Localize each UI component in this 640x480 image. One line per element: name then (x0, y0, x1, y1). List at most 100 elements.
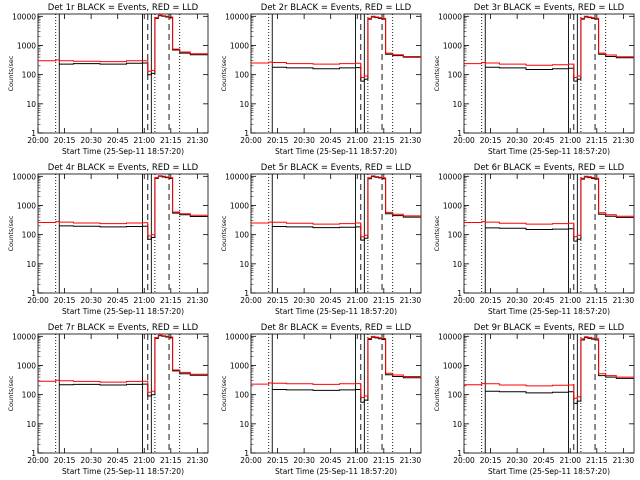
x-tick-label: 21:00 (133, 136, 155, 145)
y-axis-label: Counts/sec (433, 215, 441, 251)
panel-title: Det 2r BLACK = Events, RED = LLD (261, 3, 412, 13)
lld-series-line (251, 15, 421, 78)
y-tick-label: 1 (457, 449, 462, 458)
x-axis-label: Start Time (25-Sep-11 18:57:20) (488, 147, 610, 156)
y-tick-label: 1 (31, 129, 36, 138)
x-tick-label: 20:15 (267, 296, 289, 305)
plot-area (38, 174, 208, 293)
x-tick-label: 20:00 (27, 456, 49, 465)
plot-area (38, 14, 208, 133)
x-tick-label: 20:00 (27, 136, 49, 145)
y-tick-label: 10000 (438, 12, 462, 21)
x-tick-label: 21:15 (586, 296, 608, 305)
plot-frame (37, 333, 209, 454)
y-tick-label: 1000 (443, 41, 462, 50)
panel-title: Det 8r BLACK = Events, RED = LLD (261, 323, 412, 333)
y-tick-label: 10 (26, 420, 36, 429)
x-tick-label: 20:45 (533, 136, 555, 145)
x-tick-label: 20:15 (54, 456, 76, 465)
panel-title: Det 5r BLACK = Events, RED = LLD (261, 163, 412, 173)
y-tick-label: 1000 (230, 361, 249, 370)
x-tick-label: 20:45 (320, 456, 342, 465)
x-tick-label: 20:30 (293, 456, 315, 465)
plot-frame (463, 13, 635, 134)
x-tick-label: 20:15 (480, 296, 502, 305)
x-tick-label: 20:30 (506, 296, 528, 305)
y-tick-label: 100 (235, 391, 250, 400)
y-tick-label: 1000 (17, 201, 36, 210)
y-tick-label: 1000 (230, 201, 249, 210)
x-tick-label: 20:45 (533, 296, 555, 305)
plot-area (251, 334, 421, 453)
y-tick-label: 10000 (225, 172, 249, 181)
y-tick-label: 10000 (225, 332, 249, 341)
x-tick-label: 21:15 (160, 456, 182, 465)
x-axis-label: Start Time (25-Sep-11 18:57:20) (275, 307, 397, 316)
x-tick-label: 20:30 (80, 296, 102, 305)
y-tick-label: 10000 (438, 332, 462, 341)
x-tick-label: 21:00 (133, 296, 155, 305)
lld-series-line (251, 335, 421, 398)
y-axis-label: Counts/sec (7, 375, 15, 411)
y-tick-label: 1 (31, 289, 36, 298)
x-tick-label: 20:30 (293, 136, 315, 145)
x-tick-label: 20:15 (267, 456, 289, 465)
y-tick-label: 10 (452, 260, 462, 269)
y-tick-label: 10 (26, 100, 36, 109)
x-tick-label: 21:15 (586, 136, 608, 145)
x-tick-label: 20:15 (480, 136, 502, 145)
x-tick-label: 20:45 (107, 136, 129, 145)
x-tick-label: 21:15 (373, 136, 395, 145)
y-tick-label: 100 (22, 391, 37, 400)
events-series-line (485, 176, 634, 242)
x-tick-label: 20:30 (506, 136, 528, 145)
x-axis-label: Start Time (25-Sep-11 18:57:20) (275, 467, 397, 476)
y-tick-label: 100 (235, 231, 250, 240)
y-tick-label: 1 (244, 449, 249, 458)
x-tick-label: 20:45 (107, 456, 129, 465)
y-tick-label: 100 (235, 71, 250, 80)
y-tick-label: 100 (448, 71, 463, 80)
events-series-line (272, 16, 421, 82)
panel-title: Det 4r BLACK = Events, RED = LLD (48, 163, 199, 173)
plot-frame (37, 13, 209, 134)
x-tick-label: 20:00 (240, 456, 262, 465)
x-tick-label: 20:15 (267, 136, 289, 145)
plot-frame (250, 13, 422, 134)
x-tick-label: 20:00 (453, 296, 475, 305)
plot-area (251, 174, 421, 293)
x-tick-label: 20:30 (80, 136, 102, 145)
x-tick-label: 21:15 (373, 296, 395, 305)
x-tick-label: 20:00 (453, 456, 475, 465)
plot-frame (463, 333, 635, 454)
x-tick-label: 21:30 (400, 456, 422, 465)
lld-series-line (38, 14, 208, 72)
y-axis-label: Counts/sec (433, 55, 441, 91)
x-tick-label: 21:00 (346, 136, 368, 145)
detector-panel-8: Det 8r BLACK = Events, RED = LLD 1 10 100 10… (220, 323, 422, 476)
y-tick-label: 10000 (12, 172, 36, 181)
y-tick-label: 1000 (17, 361, 36, 370)
x-tick-label: 21:00 (133, 456, 155, 465)
events-series-line (485, 337, 634, 404)
x-tick-label: 21:30 (613, 296, 635, 305)
y-tick-label: 10 (452, 420, 462, 429)
lld-series-line (464, 336, 634, 399)
y-tick-label: 10000 (12, 332, 36, 341)
y-axis-label: Counts/sec (7, 55, 15, 91)
events-series-line (272, 176, 421, 241)
y-tick-label: 10 (26, 260, 36, 269)
y-tick-label: 1 (244, 129, 249, 138)
y-tick-label: 10000 (225, 12, 249, 21)
y-tick-label: 10 (239, 100, 249, 109)
detector-panel-9: Det 9r BLACK = Events, RED = LLD 1 10 100 10… (433, 323, 635, 476)
x-tick-label: 20:45 (320, 296, 342, 305)
plot-frame (37, 173, 209, 294)
lld-series-line (464, 175, 634, 238)
detector-panel-6: Det 6r BLACK = Events, RED = LLD 1 10 100 10… (433, 163, 635, 316)
y-tick-label: 10000 (438, 172, 462, 181)
y-tick-label: 1000 (230, 41, 249, 50)
y-tick-label: 10 (239, 260, 249, 269)
y-tick-label: 1 (244, 289, 249, 298)
x-tick-label: 21:00 (346, 296, 368, 305)
